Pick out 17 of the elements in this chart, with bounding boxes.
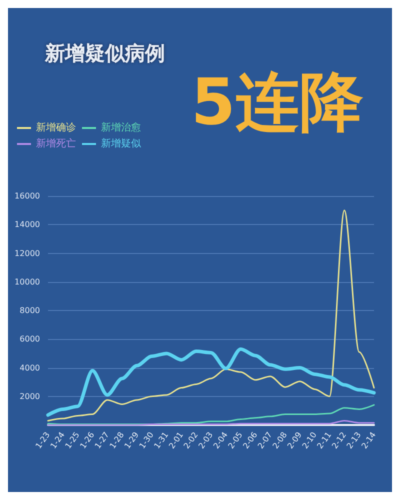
legend-label: 新增死亡 <box>36 138 76 150</box>
y-tick-label: 2000 <box>20 392 40 401</box>
y-tick-label: 12000 <box>14 248 40 258</box>
y-tick-label: 4000 <box>20 363 40 372</box>
y-tick-label: 16000 <box>14 192 40 200</box>
chart-subtitle: 5连降 <box>191 66 364 140</box>
legend-label: 新增疑似 <box>101 138 141 150</box>
y-tick-label: 14000 <box>14 220 40 230</box>
line-series <box>46 347 376 417</box>
legend-label: 新增治愈 <box>101 122 141 134</box>
line-series <box>47 404 375 426</box>
legend-label: 新增确诊 <box>36 122 76 134</box>
y-tick-label: 6000 <box>20 334 40 344</box>
y-tick-label: 10000 <box>14 277 40 286</box>
line-series <box>47 210 375 422</box>
y-tick-label: 8000 <box>20 306 40 315</box>
chart-title: 新增疑似病例 <box>44 41 165 65</box>
